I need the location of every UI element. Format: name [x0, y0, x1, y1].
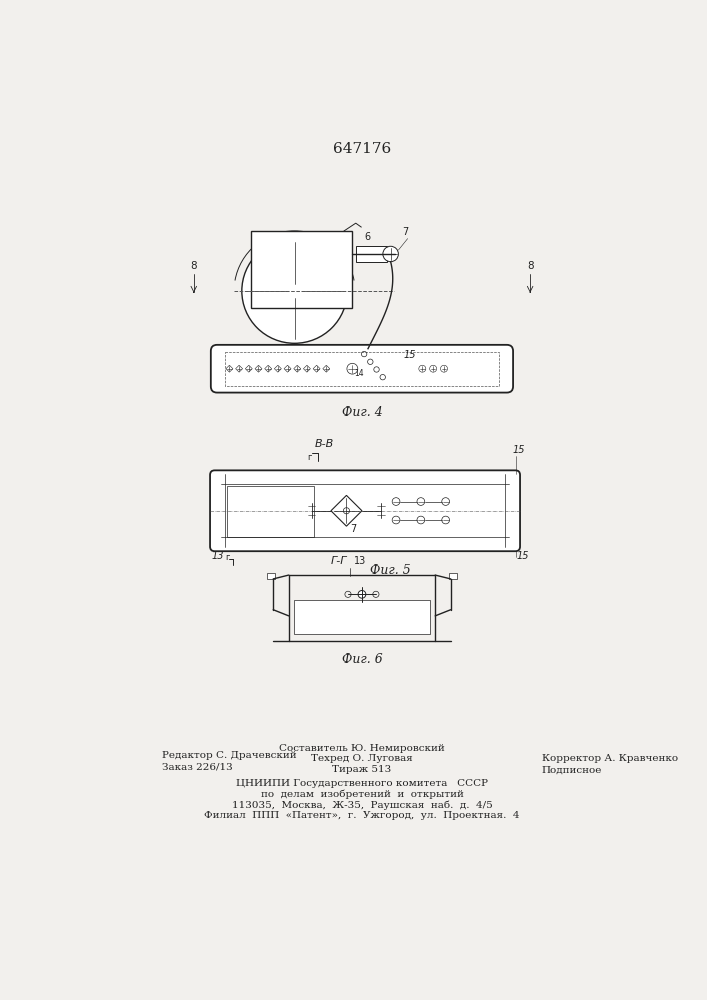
Text: Составитель Ю. Немировский: Составитель Ю. Немировский	[279, 744, 445, 753]
Bar	[294, 600, 430, 634]
Text: Филиал  ППП  «Патент»,  г.  Ужгород,  ул.  Проектная.  4: Филиал ППП «Патент», г. Ужгород, ул. Про…	[204, 811, 520, 820]
Circle shape	[344, 508, 349, 514]
Circle shape	[358, 590, 366, 598]
Bar	[449, 573, 457, 579]
Text: ЦНИИПИ Государственного комитета   СССР: ЦНИИПИ Государственного комитета СССР	[236, 779, 488, 788]
Text: 14: 14	[355, 369, 364, 378]
Text: Г-Г: Г-Г	[330, 556, 347, 566]
Text: Заказ 226/13: Заказ 226/13	[162, 762, 233, 771]
FancyBboxPatch shape	[210, 470, 520, 551]
Text: 113035,  Москва,  Ж-35,  Раушская  наб.  д.  4/5: 113035, Москва, Ж-35, Раушская наб. д. 4…	[232, 801, 492, 810]
FancyBboxPatch shape	[211, 345, 513, 393]
Bar	[227, 486, 314, 537]
Circle shape	[347, 363, 358, 374]
Text: Фиг. 5: Фиг. 5	[370, 564, 411, 577]
Text: г: г	[308, 453, 312, 462]
Text: 647176: 647176	[333, 142, 391, 156]
Text: 6: 6	[364, 232, 370, 242]
Text: Техред О. Луговая: Техред О. Луговая	[311, 754, 413, 763]
Text: 7: 7	[402, 227, 409, 237]
Bar	[356, 246, 387, 262]
Text: 15: 15	[403, 350, 416, 360]
Text: 8: 8	[190, 261, 197, 271]
Text: 7: 7	[351, 524, 356, 534]
Text: по  делам  изобретений  и  открытий: по делам изобретений и открытий	[260, 790, 463, 799]
Text: В-В: В-В	[315, 439, 334, 449]
Text: 15: 15	[516, 551, 529, 561]
Bar	[225, 352, 499, 386]
Text: Редактор С. Драчевский: Редактор С. Драчевский	[162, 751, 297, 760]
Text: 13: 13	[354, 556, 366, 566]
Text: Подписное: Подписное	[542, 765, 602, 774]
Text: Фиг. 6: Фиг. 6	[341, 653, 382, 666]
Text: Фиг. 4: Фиг. 4	[341, 406, 382, 419]
Text: 13: 13	[211, 551, 224, 561]
Bar	[251, 231, 352, 308]
Text: 15: 15	[513, 445, 525, 455]
Text: Корректор А. Кравченко: Корректор А. Кравченко	[542, 754, 678, 763]
Text: г: г	[226, 553, 230, 562]
Circle shape	[383, 246, 398, 262]
Circle shape	[242, 239, 347, 343]
Bar	[267, 573, 275, 579]
Text: 8: 8	[527, 261, 534, 271]
Text: Тираж 513: Тираж 513	[332, 765, 392, 774]
Circle shape	[288, 285, 300, 297]
